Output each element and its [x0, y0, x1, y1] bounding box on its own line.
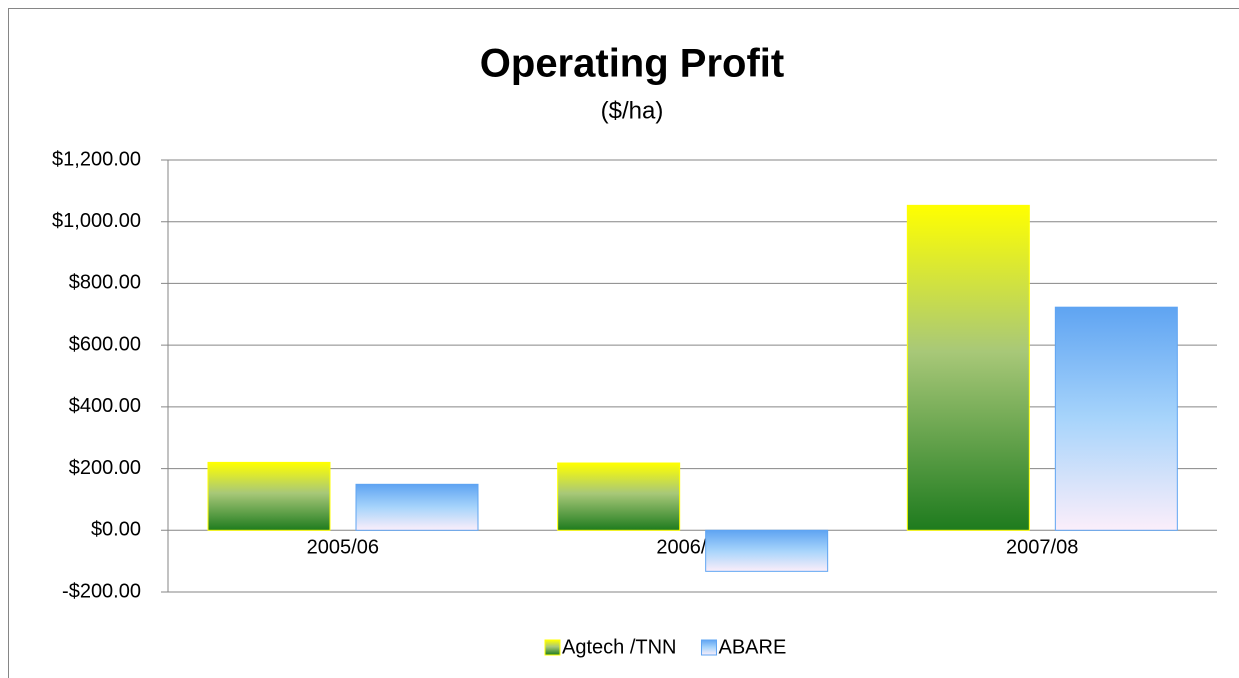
legend-swatch	[544, 639, 561, 656]
x-tick-label: 2007/08	[1006, 537, 1078, 559]
y-tick-label: $1,200.00	[52, 148, 141, 170]
y-tick-label: $0.00	[91, 519, 141, 541]
y-tick-label: $600.00	[69, 333, 141, 355]
bar	[1054, 306, 1178, 531]
bar	[355, 483, 479, 531]
legend-swatch	[700, 639, 717, 656]
y-tick-label: $800.00	[69, 272, 141, 294]
bar	[906, 204, 1030, 531]
y-tick-label: $1,000.00	[52, 210, 141, 232]
x-tick-label: 2005/06	[307, 537, 379, 559]
legend-label: Agtech /TNN	[562, 636, 676, 658]
y-tick-label: $400.00	[69, 395, 141, 417]
chart-title: Operating Profit	[480, 42, 784, 86]
chart-border	[8, 8, 1239, 678]
bar	[557, 462, 681, 531]
y-tick-label: -$200.00	[62, 580, 141, 602]
bar	[207, 461, 331, 531]
legend-label: ABARE	[718, 636, 786, 658]
y-tick-label: $200.00	[69, 457, 141, 479]
bar	[705, 529, 829, 572]
chart-subtitle: ($/ha)	[601, 97, 664, 124]
